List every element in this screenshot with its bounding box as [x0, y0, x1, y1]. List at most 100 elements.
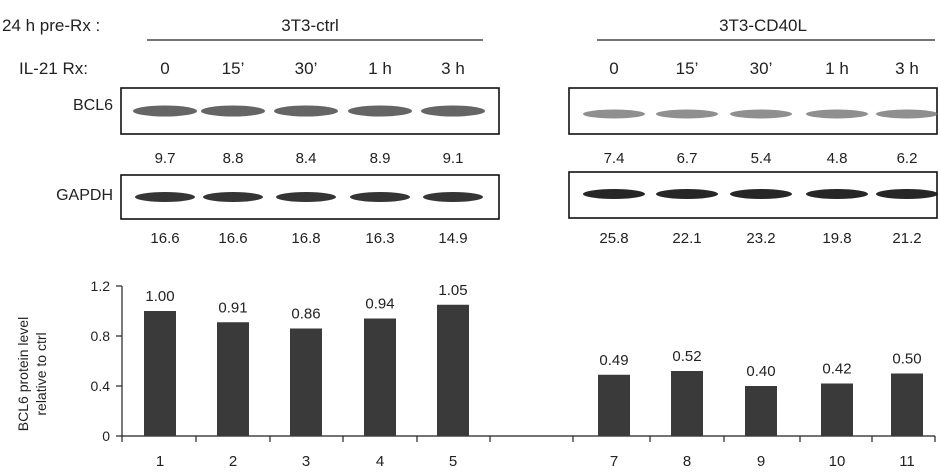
blot-band — [348, 105, 412, 117]
bar — [891, 373, 923, 436]
density-value: 25.8 — [599, 230, 628, 247]
timepoint-label: 15’ — [676, 59, 699, 78]
bcl6-blot-ctrl — [120, 87, 500, 135]
y-tick-label: 0.4 — [91, 378, 111, 394]
density-value: 7.4 — [604, 150, 625, 167]
density-value: 6.2 — [897, 150, 918, 167]
timepoint-row: 0 15’ 30’ 1 h 3 h 0 15’ 30’ 1 h 3 h — [160, 59, 919, 78]
blot-band — [421, 105, 485, 117]
x-category-label: 8 — [683, 453, 691, 470]
density-value: 16.3 — [365, 230, 394, 247]
blot-band — [806, 189, 868, 199]
y-tick-label: 0.8 — [91, 328, 111, 344]
blot-band — [203, 192, 263, 202]
bar — [437, 304, 469, 436]
bar-value-label: 0.52 — [672, 348, 701, 365]
density-value: 22.1 — [672, 230, 701, 247]
x-category-label: 5 — [449, 453, 457, 470]
density-value: 4.8 — [827, 150, 848, 167]
blot-band — [656, 109, 718, 119]
blot-band — [423, 192, 483, 202]
timepoint-label: 30’ — [750, 59, 773, 78]
density-value: 23.2 — [746, 230, 775, 247]
density-value: 16.8 — [291, 230, 320, 247]
y-axis-label-line1: BCL6 protein level — [15, 317, 31, 431]
bar-value-label: 0.49 — [599, 352, 628, 369]
timepoint-label: 15’ — [222, 59, 245, 78]
y-tick-label: 1.2 — [91, 278, 111, 294]
gapdh-density-row: 16.6 16.6 16.8 16.3 14.9 25.8 22.1 23.2 19.8 21.2 — [150, 230, 921, 247]
bar — [290, 328, 322, 436]
density-value: 8.8 — [223, 150, 244, 167]
x-category-label: 10 — [829, 453, 846, 470]
gapdh-blot-cd40l — [568, 171, 938, 219]
x-category-label: 7 — [610, 453, 618, 470]
bar — [598, 374, 630, 436]
bar-value-label: 0.40 — [746, 363, 775, 380]
density-value: 8.9 — [370, 150, 391, 167]
density-value: 9.1 — [443, 150, 464, 167]
blot-band — [876, 109, 938, 119]
blot-band — [806, 109, 868, 119]
bar — [364, 318, 396, 436]
bar — [217, 322, 249, 436]
x-category-label: 1 — [156, 453, 164, 470]
x-category-label: 3 — [302, 453, 310, 470]
timepoint-label: 1 h — [825, 59, 849, 78]
timepoint-label: 3 h — [895, 59, 919, 78]
group-label-ctrl: 3T3-ctrl — [281, 16, 339, 35]
gapdh-label: GAPDH — [56, 187, 113, 204]
density-value: 6.7 — [677, 150, 698, 167]
blot-band — [274, 105, 338, 117]
blot-band — [350, 192, 410, 202]
x-category-label: 11 — [899, 453, 915, 470]
blot-band — [133, 105, 197, 117]
blot-band — [583, 109, 645, 119]
bars: 1.00 0.91 0.86 0.94 1.05 0.49 0.52 0.40 0.42 0.50 — [144, 282, 923, 436]
pre-rx-label: 24 h pre-Rx : — [2, 16, 100, 35]
bar-value-label: 1.00 — [145, 288, 174, 305]
blot-band — [135, 192, 195, 202]
density-value: 16.6 — [218, 230, 247, 247]
bar-value-label: 0.42 — [822, 361, 851, 378]
bcl6-density-row: 9.7 8.8 8.4 8.9 9.1 7.4 6.7 5.4 4.8 6.2 — [155, 150, 918, 167]
density-value: 9.7 — [155, 150, 176, 167]
blot-band — [656, 189, 718, 199]
density-value: 16.6 — [150, 230, 179, 247]
bar-chart: BCL6 protein level relative to ctrl 0 0.4… — [15, 278, 936, 470]
il21-label: IL-21 Rx: — [19, 59, 88, 78]
blot-band — [730, 109, 792, 119]
density-value: 14.9 — [438, 230, 467, 247]
timepoint-label: 0 — [160, 59, 169, 78]
x-ticks: 1 2 3 4 5 7 8 9 10 11 — [121, 436, 936, 470]
timepoint-label: 1 h — [368, 59, 392, 78]
bcl6-blot-cd40l — [568, 87, 938, 135]
bar-value-label: 0.86 — [291, 306, 320, 323]
blot-band — [876, 189, 938, 199]
blot-band — [201, 105, 265, 117]
bar-value-label: 0.91 — [218, 299, 247, 316]
density-value: 19.8 — [822, 230, 851, 247]
bar-value-label: 1.05 — [438, 282, 467, 299]
bar — [821, 383, 853, 436]
gapdh-blot-ctrl — [120, 174, 500, 220]
timepoint-label: 0 — [609, 59, 618, 78]
density-value: 21.2 — [892, 230, 921, 247]
x-category-label: 9 — [757, 453, 765, 470]
blot-band — [730, 189, 792, 199]
timepoint-label: 30’ — [295, 59, 318, 78]
x-category-label: 2 — [229, 453, 237, 470]
bar — [144, 311, 176, 436]
bcl6-label: BCL6 — [73, 97, 113, 114]
blot-band — [583, 189, 645, 199]
y-tick-label: 0 — [102, 428, 110, 444]
density-value: 5.4 — [751, 150, 772, 167]
y-ticks: 0 0.4 0.8 1.2 — [91, 278, 122, 444]
bar — [745, 386, 777, 436]
density-value: 8.4 — [296, 150, 317, 167]
group-label-cd40l: 3T3-CD40L — [719, 16, 807, 35]
bar — [671, 371, 703, 436]
timepoint-label: 3 h — [441, 59, 465, 78]
y-axis-label-line2: relative to ctrl — [33, 332, 49, 415]
